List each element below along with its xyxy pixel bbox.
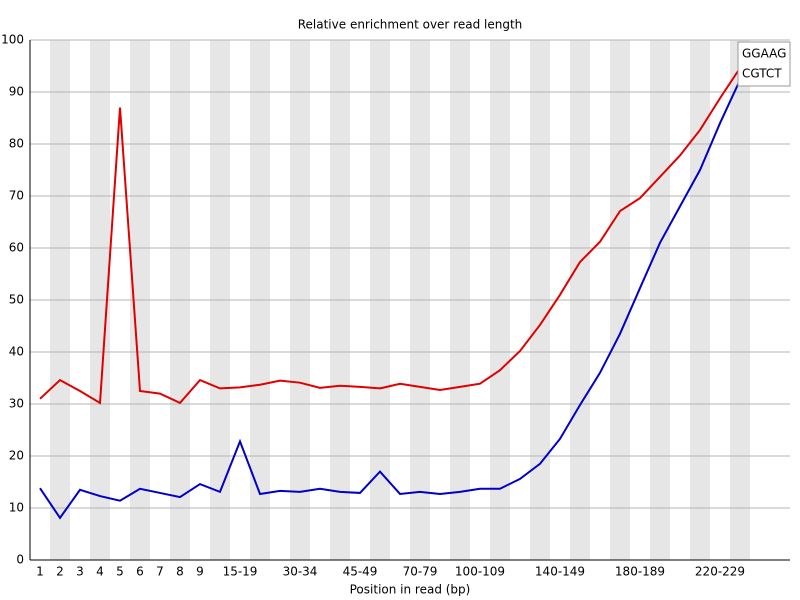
y-tick-label: 10 (9, 501, 24, 515)
y-tick-label: 80 (9, 137, 24, 151)
x-tick-label: 2 (56, 565, 64, 579)
x-tick-label: 9 (196, 565, 204, 579)
y-tick-label: 40 (9, 345, 24, 359)
x-tick-label: 6 (136, 565, 144, 579)
x-tick-label: 8 (176, 565, 184, 579)
legend-label: GGAAG (742, 47, 786, 61)
x-tick-label: 7 (156, 565, 164, 579)
x-tick-label: 30-34 (283, 565, 318, 579)
y-tick-label: 90 (9, 85, 24, 99)
x-tick-label: 15-19 (223, 565, 258, 579)
x-tick-label: 140-149 (535, 565, 585, 579)
x-tick-label: 5 (116, 565, 124, 579)
x-tick-label: 3 (76, 565, 84, 579)
line (39, 67, 741, 405)
x-tick-label: 220-229 (695, 565, 745, 579)
y-tick-label: 60 (9, 241, 24, 255)
y-tick-label: 100 (1, 33, 24, 47)
x-tick-label: 70-79 (403, 565, 438, 579)
y-tick-label: 70 (9, 189, 24, 203)
y-tick-label: 50 (9, 293, 24, 307)
y-tick-label: 20 (9, 449, 24, 463)
legend-box (737, 41, 791, 87)
chart-title: Relative enrichment over read length (298, 18, 523, 32)
x-tick-label: 4 (96, 565, 104, 579)
y-tick-label: 0 (16, 553, 24, 567)
x-axis-label: Position in read (bp) (350, 583, 471, 597)
x-tick-label: 100-109 (455, 565, 505, 579)
x-tick-label: 180-189 (615, 565, 665, 579)
y-tick-label: 30 (9, 397, 24, 411)
legend-label: CGTCT (742, 67, 782, 81)
x-tick-label: 45-49 (343, 565, 378, 579)
x-tick-label: 1 (36, 565, 44, 579)
line (39, 79, 741, 520)
